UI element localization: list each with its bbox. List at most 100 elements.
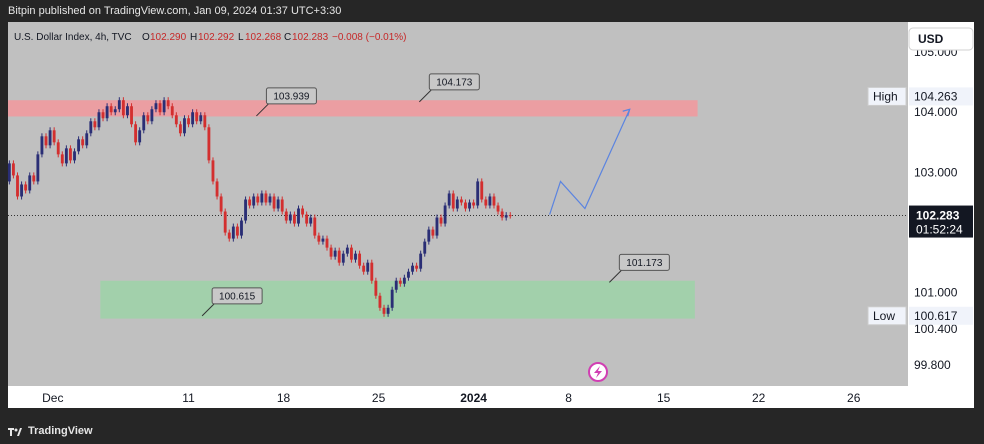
time-tick: Dec xyxy=(42,391,63,405)
low-marker-label: Low xyxy=(873,309,895,323)
candle xyxy=(126,103,129,119)
candle xyxy=(358,250,362,269)
candle xyxy=(398,277,402,287)
candle xyxy=(484,196,488,209)
candle xyxy=(508,212,512,219)
tradingview-logo-icon xyxy=(8,428,22,436)
candle xyxy=(235,223,239,239)
candle xyxy=(85,130,89,149)
candle xyxy=(183,115,186,137)
bar-countdown: 01:52:24 xyxy=(916,223,963,237)
candle xyxy=(276,196,280,212)
time-axis[interactable] xyxy=(8,386,908,408)
candle xyxy=(329,244,333,260)
candle xyxy=(93,118,97,131)
candle xyxy=(366,259,370,275)
candle xyxy=(146,112,150,125)
candle xyxy=(492,193,496,209)
price-callout[interactable]: 104.173 xyxy=(418,73,480,103)
price-tick: 99.800 xyxy=(914,358,951,372)
candle xyxy=(350,244,353,263)
candle xyxy=(427,226,431,245)
candle xyxy=(52,127,56,146)
candle xyxy=(162,97,166,116)
candle xyxy=(293,211,296,227)
candle xyxy=(345,244,349,257)
candle xyxy=(223,208,227,236)
candle xyxy=(105,103,109,122)
low-marker-value: 100.617 xyxy=(914,309,958,323)
candle xyxy=(199,112,203,125)
candle xyxy=(44,133,48,149)
candle xyxy=(154,100,158,113)
high-marker-value: 104.263 xyxy=(914,89,958,103)
candle xyxy=(309,214,313,227)
candle xyxy=(354,250,357,263)
price-tick: 104.000 xyxy=(914,105,958,119)
candle xyxy=(504,212,508,221)
candle xyxy=(256,193,260,206)
candle xyxy=(431,226,435,239)
candle xyxy=(231,223,235,242)
candle xyxy=(219,193,223,215)
candle xyxy=(284,208,288,224)
candles-layer xyxy=(7,97,512,317)
candle xyxy=(317,232,321,245)
candle xyxy=(203,112,207,131)
candle xyxy=(337,247,341,266)
candle xyxy=(268,193,272,206)
candle xyxy=(390,286,394,311)
candle xyxy=(191,109,195,128)
candle xyxy=(447,190,451,209)
price-callout[interactable]: 100.615 xyxy=(201,287,263,317)
candle xyxy=(195,109,199,125)
candle xyxy=(288,211,292,224)
ohlc-close-label: C xyxy=(284,32,291,43)
candle xyxy=(260,190,264,206)
candle xyxy=(264,190,268,206)
candle xyxy=(20,181,23,200)
time-tick: 18 xyxy=(277,391,291,405)
ohlc-change: −0.008 (−0.01%) xyxy=(332,32,407,43)
candle xyxy=(97,109,101,131)
candle xyxy=(121,97,125,119)
candle xyxy=(36,151,40,185)
candle xyxy=(12,160,15,179)
candle xyxy=(451,190,455,212)
candle xyxy=(341,250,345,266)
candle xyxy=(476,178,480,209)
candle xyxy=(158,100,162,116)
candle xyxy=(496,202,500,215)
tv-lightning-icon[interactable] xyxy=(588,362,608,382)
candle xyxy=(178,121,182,137)
low-marker: Low 100.617 xyxy=(867,306,973,326)
candle xyxy=(109,103,113,116)
footer-brand: TradingView xyxy=(28,425,93,437)
time-axis-labels: Dec 11 18 25 2024 8 15 22 26 xyxy=(42,391,861,405)
price-callout[interactable]: 101.173 xyxy=(609,253,670,283)
candle xyxy=(500,208,504,221)
candle xyxy=(170,103,174,119)
candle xyxy=(117,97,121,113)
candle xyxy=(187,115,190,128)
candle xyxy=(439,214,443,227)
candle xyxy=(464,199,467,212)
time-tick: 8 xyxy=(565,391,572,405)
ohlc-high-value: 102.292 xyxy=(198,32,235,43)
candle xyxy=(272,193,276,212)
callout-label: 104.173 xyxy=(436,77,473,88)
currency-badge[interactable]: USD xyxy=(908,27,974,51)
candle xyxy=(166,97,170,110)
resistance-zone xyxy=(8,100,698,117)
ohlc-open-value: 102.290 xyxy=(150,32,187,43)
candle xyxy=(488,193,492,209)
candle xyxy=(472,199,476,209)
callout-label: 101.173 xyxy=(626,258,663,269)
price-callout[interactable]: 103.939 xyxy=(256,87,317,117)
publisher-bar: Bitpin published on TradingView.com, Jan… xyxy=(0,0,984,22)
candle xyxy=(89,118,93,137)
candle xyxy=(142,112,146,134)
candle xyxy=(374,277,378,299)
